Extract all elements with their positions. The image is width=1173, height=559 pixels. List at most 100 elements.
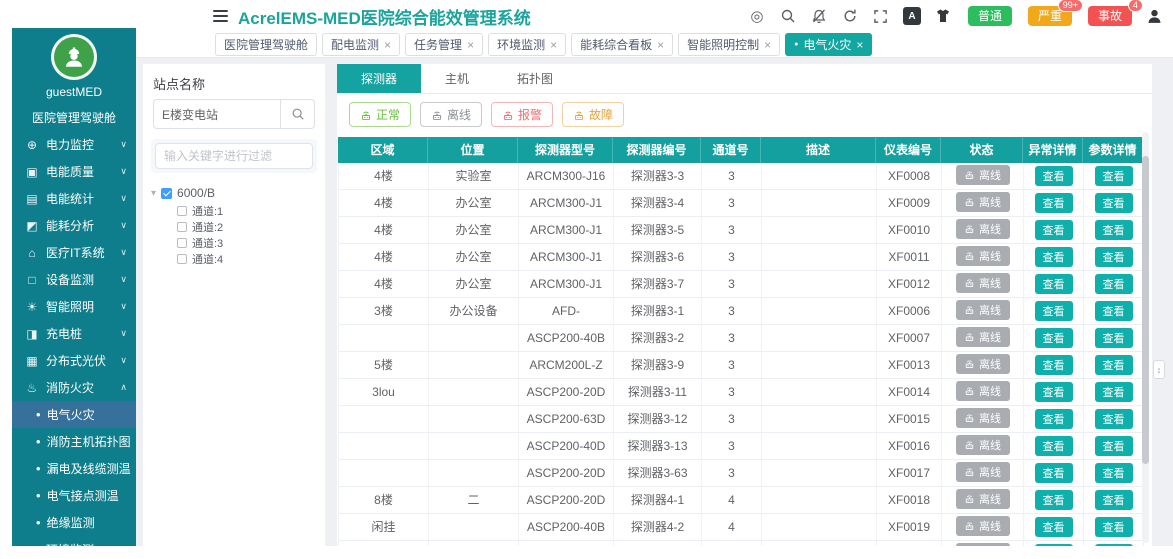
search-icon[interactable] [779, 7, 797, 25]
view-anomaly-button[interactable]: 查看 [1034, 274, 1073, 294]
view-params-button[interactable]: 查看 [1094, 301, 1133, 321]
close-icon[interactable]: × [657, 37, 665, 52]
nav-tab[interactable]: 配电监测 × [322, 33, 401, 56]
view-params-button[interactable]: 查看 [1094, 436, 1133, 456]
sidebar-subitem[interactable]: • 电气接点测温 [12, 482, 136, 509]
view-params-button[interactable]: 查看 [1094, 490, 1133, 510]
nav-tab[interactable]: 医院管理驾驶舱 [215, 33, 318, 56]
view-anomaly-button[interactable]: 查看 [1034, 247, 1073, 267]
station-search-input[interactable] [153, 99, 281, 129]
view-params-button[interactable]: 查看 [1094, 220, 1133, 240]
view-anomaly-button[interactable]: 查看 [1034, 490, 1073, 510]
view-anomaly-button[interactable]: 查看 [1034, 328, 1073, 348]
close-icon[interactable]: × [856, 37, 864, 52]
alarm-level-badge[interactable]: 普通 [967, 6, 1012, 26]
view-params-button[interactable]: 查看 [1094, 355, 1133, 375]
sidebar-menu-item[interactable]: ◨ 充电桩 [12, 320, 136, 347]
view-params-button[interactable]: 查看 [1094, 328, 1133, 348]
view-anomaly-button[interactable]: 查看 [1034, 193, 1073, 213]
detector-icon [965, 522, 974, 531]
view-params-button[interactable]: 查看 [1094, 274, 1133, 294]
channel-checkbox[interactable] [177, 222, 187, 232]
channel-checkbox[interactable] [177, 254, 187, 264]
view-params-button[interactable]: 查看 [1094, 193, 1133, 213]
sidebar-menu-item[interactable]: ▦ 分布式光伏 [12, 347, 136, 374]
close-icon[interactable]: × [384, 37, 392, 52]
root-checkbox[interactable] [161, 187, 173, 199]
status-filter-button[interactable]: 正常 [349, 102, 412, 127]
status-filter-button[interactable]: 报警 [491, 102, 554, 127]
view-params-button[interactable]: 查看 [1094, 247, 1133, 267]
nav-tab[interactable]: 电气火灾 × [785, 33, 873, 56]
detector-tab[interactable]: 主机 [445, 72, 470, 86]
guide-icon[interactable]: ◎ [750, 8, 764, 25]
sidebar-subitem[interactable]: • 消防主机拓扑图 [12, 428, 136, 455]
font-size-icon[interactable]: A [902, 7, 921, 25]
sidebar-subitem[interactable]: • 电气火灾 [12, 401, 136, 428]
view-anomaly-button[interactable]: 查看 [1034, 382, 1073, 402]
panel-resize-handle[interactable] [1153, 360, 1165, 379]
sidebar-menu-item[interactable]: ⊕ 电力监控 [12, 131, 136, 158]
view-params-button[interactable]: 查看 [1094, 517, 1133, 537]
tree-filter-input[interactable] [155, 143, 313, 169]
table-scrollbar[interactable] [1142, 132, 1149, 543]
refresh-icon[interactable] [841, 7, 859, 25]
view-anomaly-button[interactable]: 查看 [1034, 301, 1073, 321]
status-label: 离线 [979, 412, 1001, 425]
close-icon[interactable]: × [764, 37, 772, 52]
view-params-button[interactable]: 查看 [1094, 166, 1133, 186]
detector-icon [965, 387, 974, 396]
sidebar-subitem[interactable]: • 绝缘监测 [12, 509, 136, 536]
view-anomaly-button[interactable]: 查看 [1034, 409, 1073, 429]
sidebar-menu-item[interactable]: ▣ 电能质量 [12, 158, 136, 185]
nav-tab[interactable]: 能耗综合看板 × [571, 33, 674, 56]
channel-checkbox[interactable] [177, 206, 187, 216]
tree-node-channel[interactable]: 通道:4 [151, 251, 317, 267]
view-anomaly-button[interactable]: 查看 [1034, 517, 1073, 537]
alarm-level-badge[interactable]: 事故 4 [1087, 0, 1143, 26]
view-anomaly-button[interactable]: 查看 [1034, 355, 1073, 375]
sidebar-menu-item[interactable]: ▤ 电能统计 [12, 185, 136, 212]
caret-down-icon[interactable]: ▾ [151, 187, 157, 199]
user-avatar-icon[interactable] [1145, 7, 1163, 25]
sidebar-menu-item[interactable]: ◩ 能耗分析 [12, 212, 136, 239]
menu-toggle-icon[interactable] [213, 10, 228, 22]
search-button[interactable] [281, 99, 315, 129]
nav-tab[interactable]: 任务管理 × [405, 33, 484, 56]
tree-node-root[interactable]: ▾ 6000/B [151, 183, 317, 203]
sidebar-menu-item[interactable]: □ 设备监测 [12, 266, 136, 293]
sidebar-menu-item[interactable]: ⌂ 医疗IT系统 [12, 239, 136, 266]
sidebar-menu-item[interactable]: ♨ 消防火灾 [12, 374, 136, 401]
detector-tab[interactable]: 探测器 [337, 64, 422, 93]
view-params-button[interactable]: 查看 [1094, 463, 1133, 483]
scrollbar-thumb[interactable] [1142, 156, 1149, 465]
tree-node-channel[interactable]: 通道:3 [151, 235, 317, 251]
view-anomaly-button[interactable]: 查看 [1034, 463, 1073, 483]
status-filter-button[interactable]: 故障 [562, 102, 625, 127]
sidebar-subitem[interactable]: • 漏电及线缆测温 [12, 455, 136, 482]
fullscreen-icon[interactable] [872, 7, 890, 25]
view-anomaly-button[interactable]: 查看 [1034, 544, 1073, 546]
nav-tab[interactable]: 环境监测 × [488, 33, 567, 56]
nav-tab[interactable]: 智能照明控制 × [678, 33, 781, 56]
sidebar-item-dashboard[interactable]: 医院管理驾驶舱 [31, 111, 116, 125]
view-params-button[interactable]: 查看 [1094, 382, 1133, 402]
alarm-mute-icon[interactable] [810, 7, 828, 25]
channel-checkbox[interactable] [177, 238, 187, 248]
status-filter-button[interactable]: 离线 [420, 102, 483, 127]
header: AcrelEMS-MED医院综合能效管理系统 ◎ A [136, 0, 1173, 58]
view-anomaly-button[interactable]: 查看 [1034, 436, 1073, 456]
sidebar-menu-item-env[interactable]: ▥ 环境监测 [12, 536, 136, 547]
view-params-button[interactable]: 查看 [1094, 544, 1133, 546]
theme-icon[interactable] [934, 7, 952, 25]
tree-node-channel[interactable]: 通道:2 [151, 219, 317, 235]
close-icon[interactable]: × [550, 37, 558, 52]
sidebar-menu-item[interactable]: ☀ 智能照明 [12, 293, 136, 320]
view-anomaly-button[interactable]: 查看 [1034, 166, 1073, 186]
detector-tab[interactable]: 拓扑图 [517, 72, 554, 86]
close-icon[interactable]: × [467, 37, 475, 52]
view-anomaly-button[interactable]: 查看 [1034, 220, 1073, 240]
alarm-level-badge[interactable]: 严重 99+ [1027, 0, 1083, 26]
tree-node-channel[interactable]: 通道:1 [151, 203, 317, 219]
view-params-button[interactable]: 查看 [1094, 409, 1133, 429]
